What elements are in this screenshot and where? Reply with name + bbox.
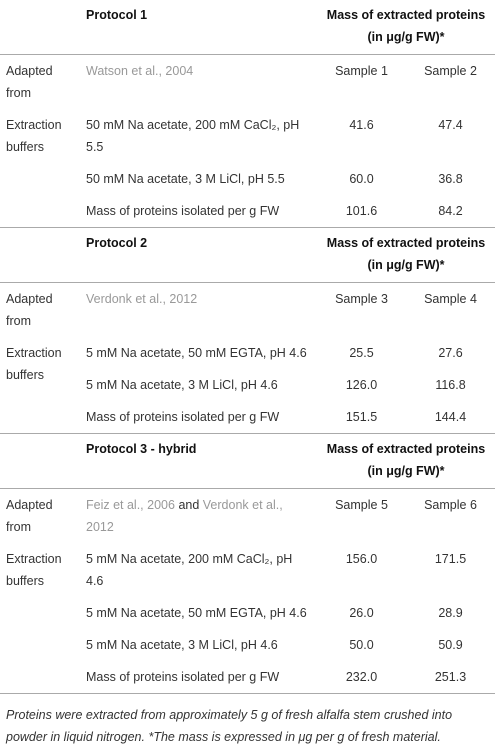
total-value: 232.0	[345, 670, 378, 684]
adapted-label: Adapted from	[6, 498, 53, 534]
buffer-name: 5 mM Na acetate, 200 mM CaCl₂, pH 4.6	[86, 552, 293, 588]
sample-header: Sample 2	[424, 64, 477, 78]
empty-cell	[0, 434, 82, 489]
buffers-label: Extraction buffers	[6, 552, 62, 588]
mass-header: Mass of extracted proteins (in μg/g FW)*	[317, 228, 495, 283]
protocol-title: Protocol 1	[82, 0, 317, 55]
source-cell: Watson et al., 2004	[82, 55, 317, 110]
mass-value: 36.8	[438, 172, 463, 186]
total-value: 151.5	[345, 410, 378, 424]
buffers-label: Extraction buffers	[6, 346, 62, 382]
protocol-table: Protocol 3 - hybrid Mass of extracted pro…	[0, 434, 495, 694]
buffer-row: Extraction buffers 50 mM Na acetate, 200 …	[0, 109, 495, 163]
buffers-label: Extraction buffers	[6, 118, 62, 154]
sample-header: Sample 5	[335, 498, 388, 512]
mass-value: 26.0	[349, 606, 374, 620]
table-container: Protocol 1 Mass of extracted proteins (in…	[0, 0, 495, 694]
header-row: Protocol 3 - hybrid Mass of extracted pro…	[0, 434, 495, 489]
adapted-label: Adapted from	[6, 64, 53, 100]
mass-value: 28.9	[438, 606, 463, 620]
protocol-title: Protocol 2	[82, 228, 317, 283]
source-citation: Verdonk et al., 2012	[86, 292, 198, 306]
total-label: Mass of proteins isolated per g FW	[86, 410, 280, 424]
buffer-row: 5 mM Na acetate, 50 mM EGTA, pH 4.6 26.0 2…	[0, 597, 495, 629]
footnote: Proteins were extracted from approximate…	[6, 708, 453, 744]
adapted-label: Adapted from	[6, 292, 53, 328]
mass-value: 60.0	[349, 172, 374, 186]
protocol-table: Protocol 1 Mass of extracted proteins (in…	[0, 0, 495, 228]
adapted-row: Adapted from Watson et al., 2004 Sample 1 S…	[0, 55, 495, 110]
mass-header: Mass of extracted proteins (in μg/g FW)*	[317, 0, 495, 55]
total-label: Mass of proteins isolated per g FW	[86, 204, 280, 218]
buffer-name: 50 mM Na acetate, 3 M LiCl, pH 5.5	[86, 172, 285, 186]
source-citation: Watson et al., 2004	[86, 64, 194, 78]
sample-header: Sample 6	[424, 498, 477, 512]
mass-value: 41.6	[349, 118, 374, 132]
empty-cell	[0, 401, 82, 434]
buffer-name: 5 mM Na acetate, 3 M LiCl, pH 4.6	[86, 378, 278, 392]
total-row: Mass of proteins isolated per g FW 101.6 8…	[0, 195, 495, 228]
mass-value: 116.8	[435, 378, 466, 392]
buffer-name: 5 mM Na acetate, 50 mM EGTA, pH 4.6	[86, 606, 307, 620]
protocol-title: Protocol 3 - hybrid	[82, 434, 317, 489]
buffer-row: Extraction buffers 5 mM Na acetate, 200 m…	[0, 543, 495, 597]
buffer-row: 50 mM Na acetate, 3 M LiCl, pH 5.5 60.0 36…	[0, 163, 495, 195]
source-citation: Verdonk et al., 2012	[86, 498, 283, 534]
buffer-name: 5 mM Na acetate, 3 M LiCl, pH 4.6	[86, 638, 278, 652]
buffer-name: 5 mM Na acetate, 50 mM EGTA, pH 4.6	[86, 346, 307, 360]
mass-value: 156.0	[345, 552, 378, 566]
empty-cell	[0, 0, 82, 55]
buffer-name: 50 mM Na acetate, 200 mM CaCl₂, pH 5.5	[86, 118, 300, 154]
total-row: Mass of proteins isolated per g FW 232.0 2…	[0, 661, 495, 694]
sample-header: Sample 1	[335, 64, 388, 78]
buffer-row: 5 mM Na acetate, 3 M LiCl, pH 4.6 126.0 11…	[0, 369, 495, 401]
buffer-row: Extraction buffers 5 mM Na acetate, 50 mM…	[0, 337, 495, 382]
sample-header: Sample 4	[424, 292, 477, 306]
header-row: Protocol 2 Mass of extracted proteins (in…	[0, 228, 495, 283]
empty-cell	[0, 195, 82, 228]
mass-value: 27.6	[438, 346, 463, 360]
protocol-table: Protocol 2 Mass of extracted proteins (in…	[0, 228, 495, 434]
source-text: and	[178, 498, 200, 512]
total-value: 251.3	[434, 670, 467, 684]
mass-value: 47.4	[438, 118, 463, 132]
mass-value: 25.5	[349, 346, 374, 360]
total-row: Mass of proteins isolated per g FW 151.5 1…	[0, 401, 495, 434]
mass-header: Mass of extracted proteins (in μg/g FW)*	[317, 434, 495, 489]
empty-cell	[0, 661, 82, 694]
header-row: Protocol 1 Mass of extracted proteins (in…	[0, 0, 495, 55]
mass-value: 50.0	[349, 638, 374, 652]
source-citation: Feiz et al., 2006	[86, 498, 175, 512]
total-value: 84.2	[438, 204, 463, 218]
source-cell: Verdonk et al., 2012	[82, 283, 317, 338]
buffer-row: 5 mM Na acetate, 3 M LiCl, pH 4.6 50.0 50.…	[0, 629, 495, 661]
empty-cell	[0, 228, 82, 283]
sample-header: Sample 3	[335, 292, 388, 306]
total-label: Mass of proteins isolated per g FW	[86, 670, 280, 684]
mass-value: 126.0	[345, 378, 378, 392]
adapted-row: Adapted from Verdonk et al., 2012 Sample 3…	[0, 283, 495, 338]
mass-value: 171.5	[434, 552, 467, 566]
mass-value: 50.9	[438, 638, 463, 652]
source-cell: Feiz et al., 2006 and Verdonk et al., 20…	[82, 489, 317, 544]
total-value: 101.6	[345, 204, 378, 218]
adapted-row: Adapted from Feiz et al., 2006 and Verdon…	[0, 489, 495, 544]
total-value: 144.4	[434, 410, 467, 424]
